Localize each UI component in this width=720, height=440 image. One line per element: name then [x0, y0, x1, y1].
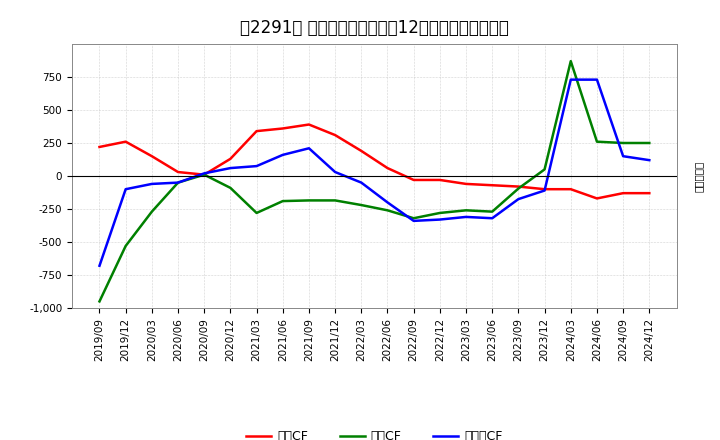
- 営業CF: [252, 128, 261, 134]
- 営業CF: [148, 154, 156, 159]
- フリーCF: [567, 77, 575, 82]
- フリーCF: [95, 263, 104, 268]
- フリーCF: [357, 180, 366, 185]
- 営業CF: [95, 144, 104, 150]
- Legend: 営業CF, 投資CF, フリーCF: 営業CF, 投資CF, フリーCF: [241, 425, 508, 440]
- 営業CF: [540, 187, 549, 192]
- フリーCF: [436, 217, 444, 222]
- 営業CF: [226, 156, 235, 161]
- フリーCF: [252, 164, 261, 169]
- 投資CF: [645, 140, 654, 146]
- フリーCF: [410, 218, 418, 224]
- フリーCF: [174, 180, 182, 185]
- 投資CF: [618, 140, 627, 146]
- フリーCF: [122, 187, 130, 192]
- フリーCF: [226, 165, 235, 171]
- 投資CF: [410, 216, 418, 221]
- フリーCF: [618, 154, 627, 159]
- 営業CF: [514, 184, 523, 189]
- フリーCF: [462, 214, 470, 220]
- 営業CF: [618, 191, 627, 196]
- フリーCF: [330, 169, 339, 175]
- 投資CF: [148, 209, 156, 214]
- フリーCF: [305, 146, 313, 151]
- フリーCF: [488, 216, 497, 221]
- 営業CF: [122, 139, 130, 144]
- 投資CF: [252, 210, 261, 216]
- 投資CF: [279, 198, 287, 204]
- 投資CF: [200, 172, 209, 177]
- 投資CF: [462, 208, 470, 213]
- フリーCF: [645, 158, 654, 163]
- Title: ［2291］ キャッシュフローの12か月移動合計の推移: ［2291］ キャッシュフローの12か月移動合計の推移: [240, 19, 509, 37]
- 営業CF: [200, 172, 209, 177]
- 営業CF: [567, 187, 575, 192]
- 営業CF: [436, 177, 444, 183]
- Line: 投資CF: 投資CF: [99, 61, 649, 301]
- フリーCF: [279, 152, 287, 158]
- 投資CF: [330, 198, 339, 203]
- Line: 営業CF: 営業CF: [99, 125, 649, 198]
- 営業CF: [174, 169, 182, 175]
- 投資CF: [95, 299, 104, 304]
- フリーCF: [200, 171, 209, 176]
- 投資CF: [540, 167, 549, 172]
- 投資CF: [174, 180, 182, 185]
- 投資CF: [305, 198, 313, 203]
- 投資CF: [514, 186, 523, 191]
- 投資CF: [567, 59, 575, 64]
- 営業CF: [462, 181, 470, 187]
- 営業CF: [593, 196, 601, 201]
- フリーCF: [514, 196, 523, 202]
- 営業CF: [645, 191, 654, 196]
- 営業CF: [357, 148, 366, 154]
- 営業CF: [279, 126, 287, 131]
- 営業CF: [410, 177, 418, 183]
- 投資CF: [436, 210, 444, 216]
- Text: （百万円）: （百万円）: [693, 160, 703, 192]
- フリーCF: [383, 200, 392, 205]
- 投資CF: [383, 208, 392, 213]
- フリーCF: [593, 77, 601, 82]
- 投資CF: [488, 209, 497, 214]
- 投資CF: [357, 202, 366, 208]
- フリーCF: [148, 181, 156, 187]
- フリーCF: [540, 188, 549, 193]
- 投資CF: [593, 139, 601, 144]
- 営業CF: [383, 165, 392, 171]
- Line: フリーCF: フリーCF: [99, 80, 649, 266]
- 投資CF: [226, 185, 235, 191]
- 投資CF: [122, 243, 130, 249]
- 営業CF: [305, 122, 313, 127]
- 営業CF: [330, 132, 339, 138]
- 営業CF: [488, 183, 497, 188]
